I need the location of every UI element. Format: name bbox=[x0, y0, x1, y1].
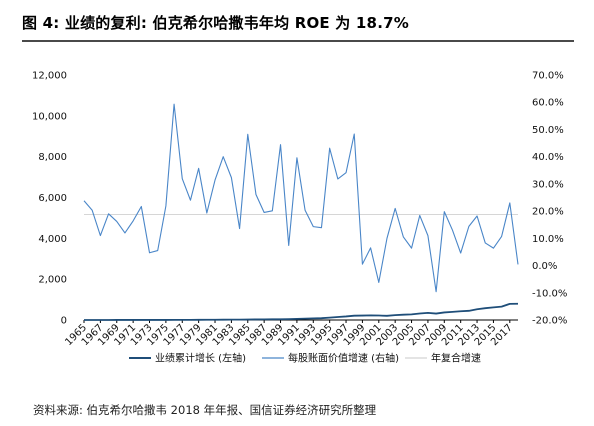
book-value-growth-line bbox=[83, 103, 519, 293]
y-right-tick-label: 50.0% bbox=[532, 125, 564, 136]
y-left-tick-label: 6,000 bbox=[38, 193, 67, 204]
y-left-tick-label: 8,000 bbox=[38, 152, 67, 163]
figure-title: 图 4: 业绩的复利: 伯克希尔哈撒韦年均 ROE 为 18.7% bbox=[22, 14, 409, 32]
y-right-tick-label: 0.0% bbox=[532, 261, 557, 272]
y-left-tick-label: 4,000 bbox=[38, 234, 67, 245]
y-right-tick-label: -10.0% bbox=[532, 288, 567, 299]
y-left-tick-label: 2,000 bbox=[38, 275, 67, 286]
y-right-tick-label: 30.0% bbox=[532, 179, 564, 190]
title-divider bbox=[22, 40, 574, 42]
legend-earnings-label: 业绩累计增长 (左轴) bbox=[155, 352, 246, 365]
y-left-tick-label: 10,000 bbox=[32, 111, 67, 122]
chart: 0 2,000 4,000 6,000 8,000 10,000 12,000 -20.0% -… bbox=[32, 71, 567, 365]
y-right-tick-label: 20.0% bbox=[532, 207, 564, 218]
y-right-tick-label: -20.0% bbox=[532, 316, 567, 327]
y-right-tick-label: 60.0% bbox=[532, 98, 564, 109]
source-note: 资料来源: 伯克希尔哈撒韦 2018 年年报、国信证券经济研究所整理 bbox=[33, 403, 377, 417]
y-right-tick-label: 70.0% bbox=[532, 71, 564, 82]
y-right-tick-label: 10.0% bbox=[532, 234, 564, 245]
legend-cagr-label: 年复合增速 bbox=[431, 352, 481, 365]
earnings-cumulative-line bbox=[84, 302, 519, 321]
legend-book-value-growth-label: 每股账面价值增速 (右轴) bbox=[288, 352, 399, 365]
y-left-tick-label: 12,000 bbox=[32, 71, 67, 82]
y-left-tick-label: 0 bbox=[61, 316, 67, 327]
y-right-tick-label: 40.0% bbox=[532, 152, 564, 163]
